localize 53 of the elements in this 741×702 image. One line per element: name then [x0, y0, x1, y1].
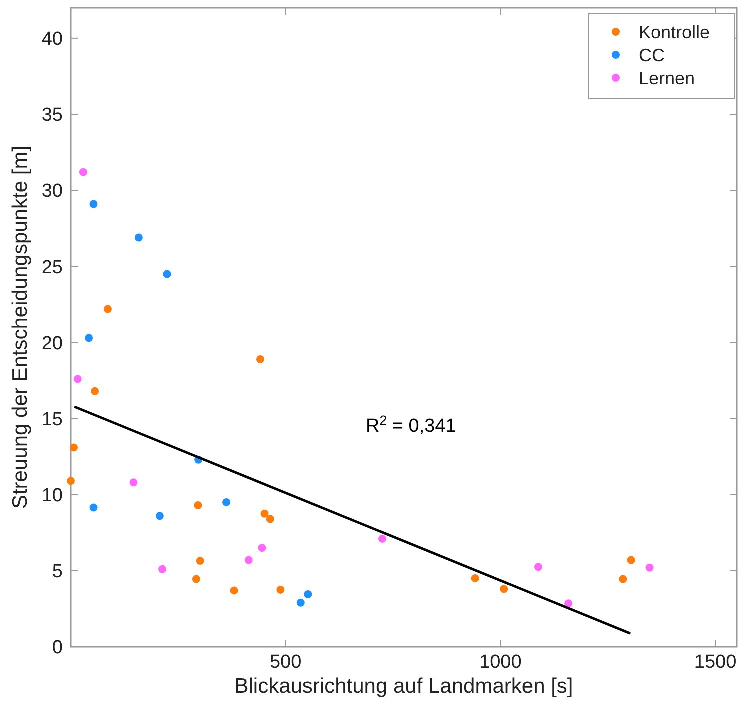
point [646, 564, 654, 572]
point [196, 557, 204, 566]
y-tick-label: 30 [42, 181, 63, 202]
legend-label: CC [639, 45, 665, 66]
point [564, 600, 573, 608]
point [163, 270, 172, 278]
y-tick-label: 15 [42, 409, 63, 430]
point [230, 586, 238, 595]
point [619, 575, 628, 584]
annotation: R$^{2}$ = 0,341 [366, 412, 456, 437]
x-axis-title: Blickausrichtung auf Landmarken [s] [234, 675, 574, 698]
point [304, 590, 312, 599]
point [70, 444, 78, 452]
y-axis-title: Streuung der Entscheidungspunkte [m] [9, 146, 32, 510]
point [134, 234, 143, 242]
point [266, 515, 274, 524]
y-tick-label: 35 [42, 105, 63, 126]
point [79, 168, 88, 176]
legend-label: Lernen [639, 68, 696, 88]
point [85, 334, 94, 342]
point [104, 305, 112, 314]
point [156, 512, 164, 520]
point [260, 510, 269, 518]
point [158, 565, 167, 574]
y-tick-label: 5 [52, 562, 63, 583]
point [222, 498, 231, 506]
point [627, 556, 636, 564]
legend-label: Kontrolle [639, 22, 710, 42]
point [74, 375, 82, 384]
point [194, 502, 202, 510]
point [67, 477, 75, 486]
point [90, 200, 98, 208]
x-tick-label: 1500 [694, 652, 737, 673]
point [500, 585, 508, 594]
y-tick-label: 40 [42, 29, 63, 50]
x-tick-label: 1000 [480, 652, 522, 673]
point [471, 574, 480, 583]
point [296, 598, 305, 607]
point [256, 355, 264, 364]
point [90, 504, 98, 512]
y-tick-label: 25 [42, 257, 63, 278]
point [130, 478, 138, 487]
y-tick-label: 0 [52, 638, 63, 659]
point [276, 586, 285, 594]
x-tick-label: 500 [270, 652, 302, 673]
y-tick-label: 10 [42, 486, 63, 507]
point [192, 575, 200, 584]
point [258, 544, 266, 552]
point [91, 387, 100, 396]
point [244, 556, 253, 564]
point [534, 563, 542, 572]
point [378, 534, 387, 543]
y-tick-label: 20 [42, 333, 63, 354]
